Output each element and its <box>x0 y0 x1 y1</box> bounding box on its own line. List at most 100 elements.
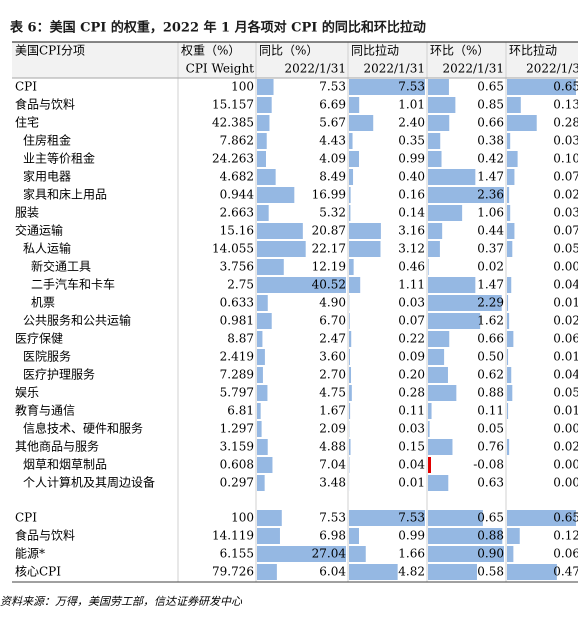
data-bar <box>349 510 425 526</box>
data-bar <box>507 331 514 347</box>
data-bar <box>257 205 269 221</box>
cell-value: 0.63 <box>477 476 504 490</box>
data-bar <box>428 169 476 185</box>
cell-value: 7.862 <box>220 134 254 148</box>
cell-value: 7.53 <box>398 511 425 525</box>
cell-value: 0.04 <box>553 278 578 292</box>
data-bar <box>507 385 513 401</box>
cell-value: 0.66 <box>477 116 504 130</box>
data-bar <box>507 151 518 167</box>
data-bar <box>428 241 440 257</box>
cell-value: 7.53 <box>319 80 346 94</box>
cell-value: 0.16 <box>398 188 425 202</box>
data-bar <box>257 349 265 365</box>
cell-value: 0.42 <box>477 152 504 166</box>
cell-value: 79.726 <box>212 565 254 579</box>
data-bar <box>428 313 481 329</box>
cell-value: 6.98 <box>319 529 346 543</box>
cell-value: 6.04 <box>319 565 346 579</box>
row-label: 业主等价租金 <box>23 151 95 166</box>
data-bar <box>428 421 430 437</box>
cell-value: 5.797 <box>220 386 254 400</box>
cell-value: 7.04 <box>319 458 346 472</box>
row-label: 信息技术、硬件和服务 <box>23 421 143 436</box>
cell-value: 0.00 <box>553 422 578 436</box>
data-bar <box>257 97 272 113</box>
cell-value: 0.11 <box>398 404 425 418</box>
cell-value: 0.02 <box>553 188 578 202</box>
header-label: 同比（%） <box>259 44 318 58</box>
cell-value: 3.48 <box>319 476 346 490</box>
cell-value: 4.43 <box>319 134 346 148</box>
cell-value: 0.99 <box>398 152 425 166</box>
cell-value: 5.32 <box>319 206 346 220</box>
data-bar <box>428 385 457 401</box>
cell-value: 0.04 <box>553 368 578 382</box>
cell-value: 0.10 <box>553 152 578 166</box>
cell-value: 7.289 <box>220 368 254 382</box>
cell-value: 4.82 <box>398 565 425 579</box>
cell-value: 0.99 <box>398 529 425 543</box>
cell-value: 4.09 <box>319 152 346 166</box>
data-bar <box>257 403 261 419</box>
cell-value: 0.88 <box>477 386 504 400</box>
data-bar <box>257 367 263 383</box>
cell-value: 0.76 <box>477 440 504 454</box>
data-bar <box>349 546 366 562</box>
data-bar <box>257 313 272 329</box>
row-label: 家具和床上用品 <box>23 187 107 202</box>
data-bar <box>507 528 520 544</box>
cell-value: 1.01 <box>398 98 425 112</box>
cell-value: 2.75 <box>227 278 254 292</box>
cell-value: 0.05 <box>553 386 578 400</box>
cell-value: 0.65 <box>477 80 504 94</box>
cell-value: 1.67 <box>319 404 346 418</box>
data-bar <box>257 133 267 149</box>
cell-value: 4.682 <box>220 170 254 184</box>
data-bar <box>257 115 270 131</box>
cell-value: 20.87 <box>312 224 346 238</box>
cell-value: 4.90 <box>319 296 346 310</box>
cell-value: 3.16 <box>398 224 425 238</box>
data-bar <box>257 241 306 257</box>
cell-value: 0.608 <box>220 458 254 472</box>
row-label: 食品与饮料 <box>15 97 75 112</box>
data-bar <box>349 133 353 149</box>
data-bar <box>349 367 352 383</box>
data-bar <box>428 349 445 365</box>
data-bar <box>349 97 360 113</box>
cell-value: 0.00 <box>553 260 578 274</box>
data-bar <box>428 259 429 275</box>
cell-value: 27.04 <box>312 547 347 561</box>
row-label: 住宅 <box>15 115 39 130</box>
cell-value: 0.09 <box>398 350 425 364</box>
cell-value: 8.49 <box>319 170 346 184</box>
cell-value: 0.58 <box>477 565 504 579</box>
header-label: 环比拉动 <box>509 43 557 58</box>
header-label: 环比（%） <box>430 44 489 58</box>
cell-value: 2.663 <box>220 206 254 220</box>
cell-value: 3.756 <box>220 260 254 274</box>
cell-value: 2.29 <box>477 296 504 310</box>
data-bar <box>507 277 512 293</box>
data-bar <box>428 205 463 221</box>
data-bar <box>257 79 274 95</box>
cell-value: 0.44 <box>477 224 504 238</box>
cell-value: 14.119 <box>212 529 254 543</box>
row-label: 教育与通信 <box>15 403 75 418</box>
data-bar <box>507 564 557 580</box>
cell-value: 5.67 <box>319 116 346 130</box>
data-bar <box>428 79 449 95</box>
cell-value: 0.05 <box>477 422 504 436</box>
data-bar <box>257 475 265 491</box>
data-bar <box>507 97 521 113</box>
data-bar <box>349 151 359 167</box>
header-sub-label: 2022/1/31 <box>442 62 504 76</box>
cell-value: 0.00 <box>553 458 578 472</box>
cell-value: 0.297 <box>220 476 254 490</box>
cell-value: 0.07 <box>553 224 578 238</box>
data-bar <box>257 295 268 311</box>
row-label: 新交通工具 <box>31 259 91 274</box>
cell-value: 4.88 <box>319 440 346 454</box>
